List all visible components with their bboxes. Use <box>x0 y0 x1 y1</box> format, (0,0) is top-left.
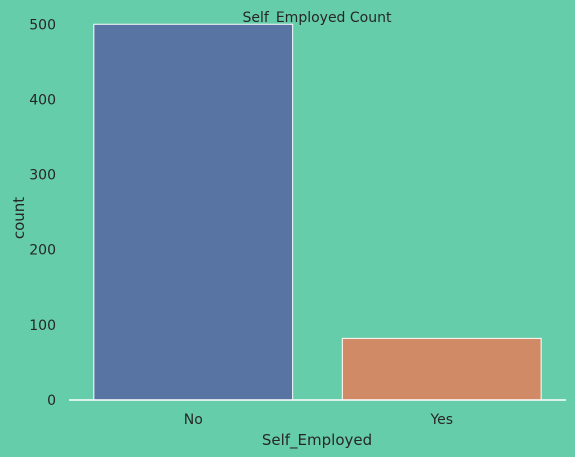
y-tick-label: 200 <box>29 243 56 259</box>
y-tick-label: 500 <box>29 17 56 33</box>
y-tick-label: 300 <box>29 168 56 184</box>
y-tick-label: 400 <box>29 92 56 108</box>
x-tick-label: No <box>184 412 203 428</box>
bar-no <box>94 24 293 400</box>
x-tick-label: Yes <box>429 412 453 428</box>
y-tick-label: 0 <box>47 393 56 409</box>
plot-area: 0 100 200 300 400 500 No Yes <box>29 17 566 428</box>
y-tick-label: 100 <box>29 318 56 334</box>
y-axis-label: count <box>10 197 28 239</box>
chart-title: Self_Employed Count <box>243 10 392 26</box>
x-axis-label: Self_Employed <box>262 431 372 450</box>
bar-yes <box>342 338 541 400</box>
